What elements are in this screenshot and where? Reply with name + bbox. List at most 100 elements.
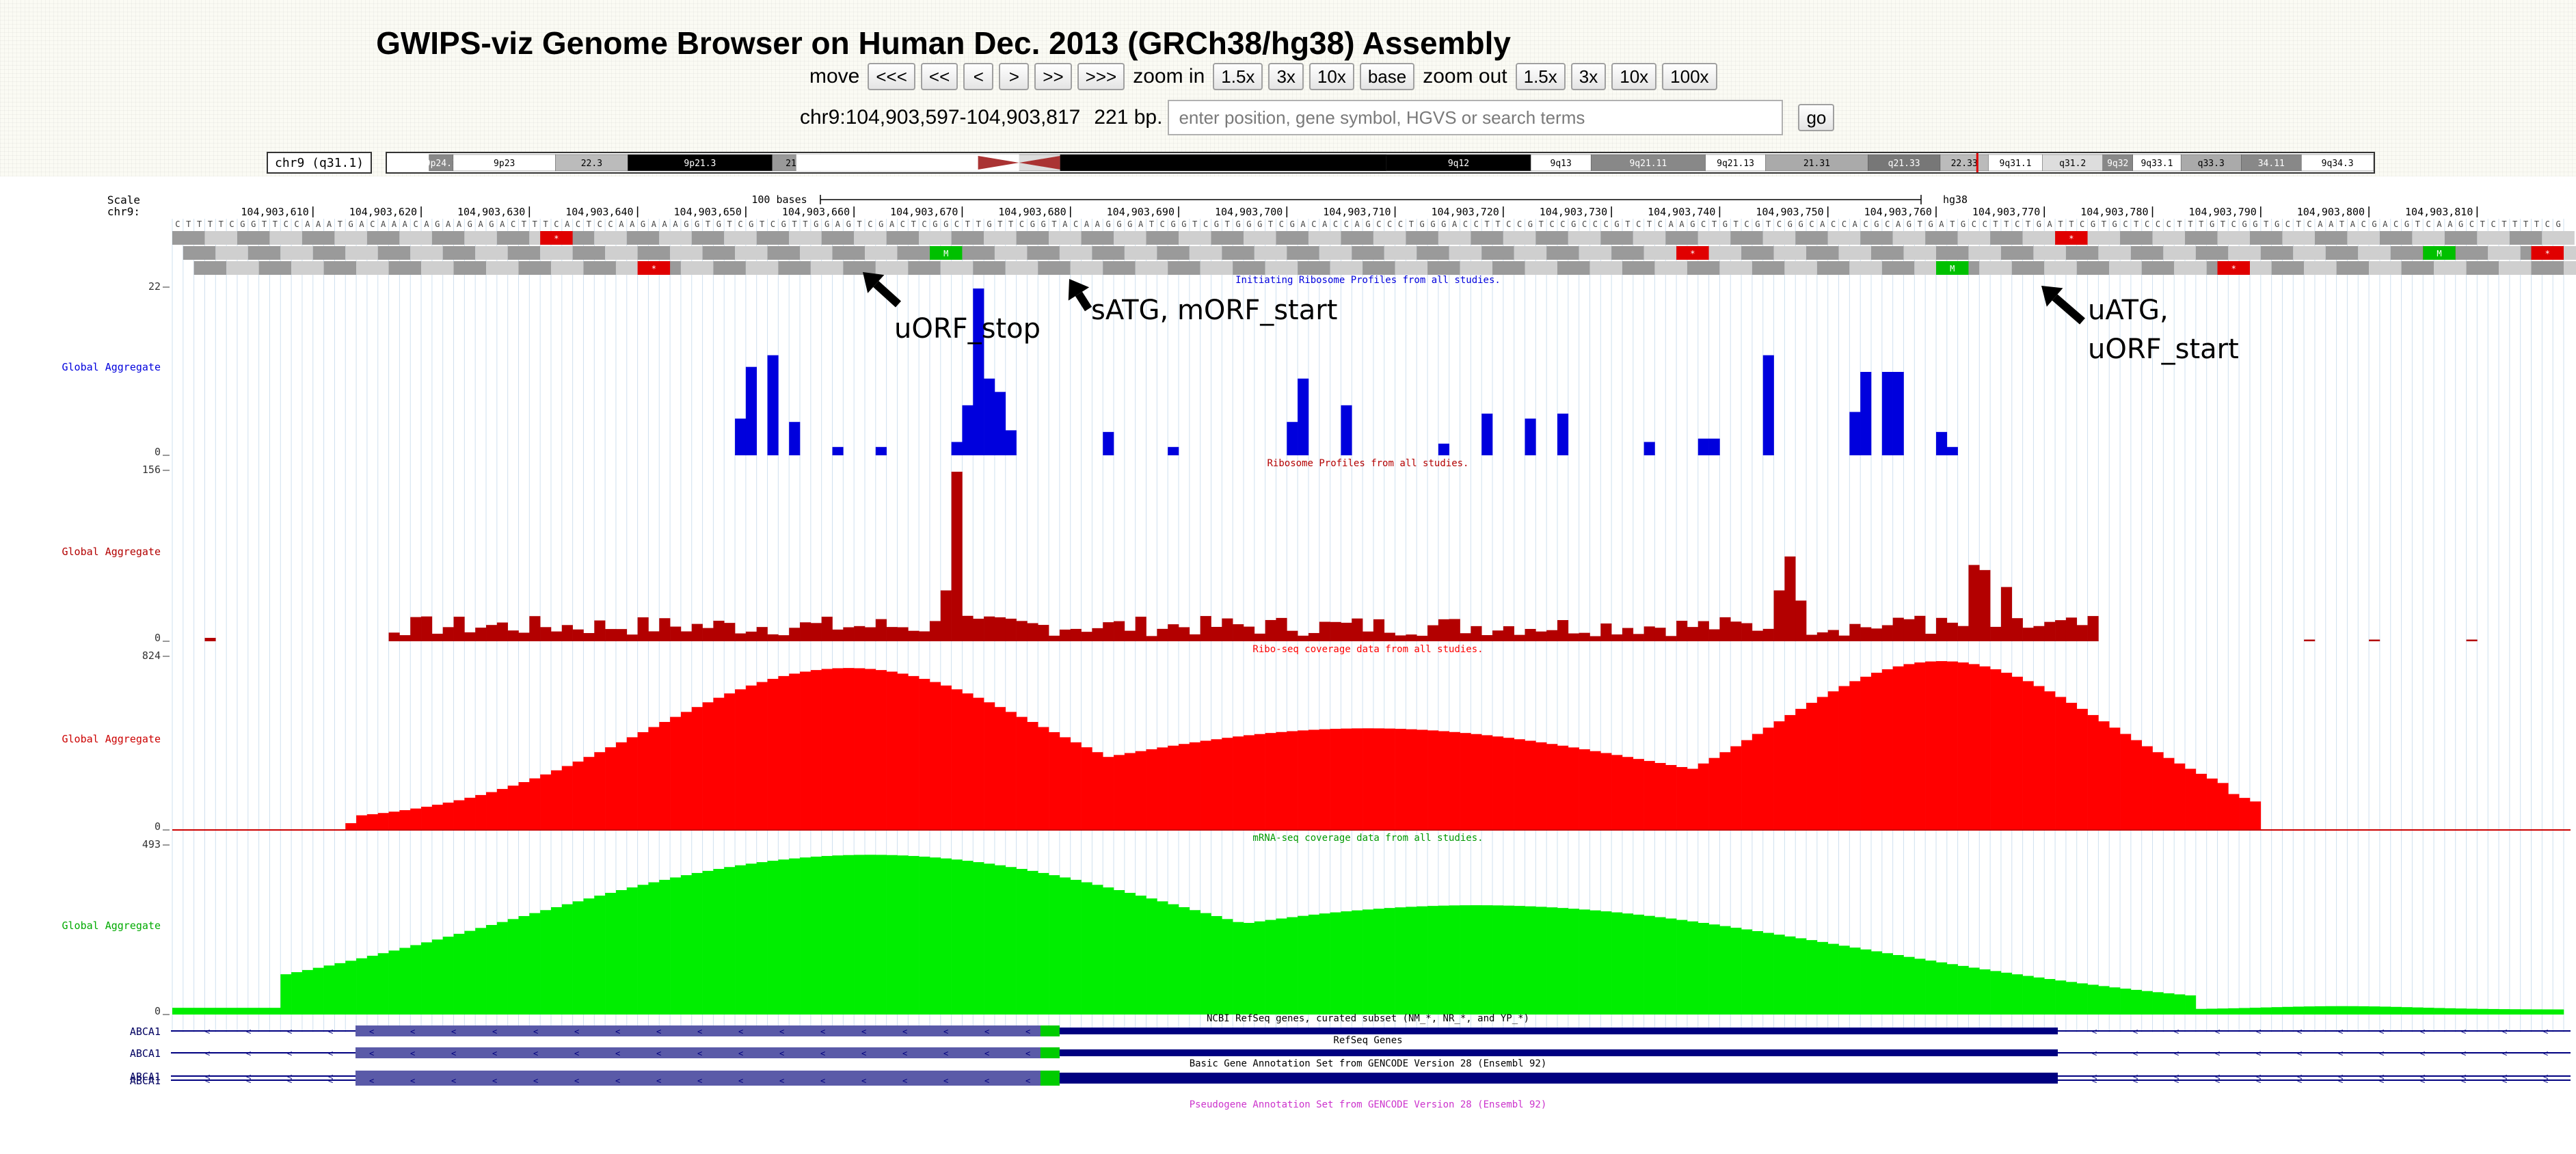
move-right-button[interactable]: > <box>999 63 1030 90</box>
sequence-base: A <box>1095 219 1101 229</box>
strand-arrow: < <box>1190 1027 1194 1036</box>
strand-arrow: < <box>1395 1027 1399 1036</box>
signal-bar <box>702 702 714 830</box>
codon-box <box>886 231 920 245</box>
strand-arrow: < <box>1559 1076 1564 1086</box>
move-right-more-button[interactable]: >> <box>1034 63 1072 90</box>
codon-box <box>1687 261 1720 275</box>
strand-arrow: < <box>820 1027 825 1036</box>
signal-bar <box>399 635 411 641</box>
sequence-base: G <box>1690 219 1695 229</box>
signal-bar <box>1881 372 1893 455</box>
signal-bar <box>345 961 357 1015</box>
codon-box <box>2098 246 2131 260</box>
signal-bar <box>2174 994 2186 1015</box>
signal-bar <box>1773 721 1785 830</box>
signal-bar <box>1784 714 1796 830</box>
signal-bar <box>962 615 974 641</box>
signal-bar <box>366 814 379 830</box>
strand-arrow: < <box>533 1027 538 1036</box>
ideogram-band <box>1530 154 1592 172</box>
signal-bar <box>1968 664 1980 830</box>
strand-arrow: < <box>2051 1049 2056 1058</box>
sequence-base: G <box>2091 219 2095 229</box>
move-far-left-button[interactable]: <<< <box>868 63 915 90</box>
sequence-base: T <box>1495 219 1500 229</box>
codon-box <box>1935 246 1969 260</box>
signal-bar <box>897 673 909 830</box>
signal-bar <box>1903 956 1915 1015</box>
signal-bar <box>1341 911 1352 1015</box>
signal-bar <box>1298 378 1309 455</box>
move-left-button[interactable]: < <box>963 63 994 90</box>
signal-bar <box>1438 619 1450 641</box>
codon-box <box>1535 231 1568 245</box>
zoom-out-3x-button[interactable]: 3x <box>1570 63 1607 90</box>
signal-bar <box>464 797 476 830</box>
signal-bar <box>1406 729 1417 830</box>
signal-bar <box>1914 662 1926 830</box>
strand-arrow: < <box>2379 1076 2384 1086</box>
signal-bar <box>1946 964 1958 1015</box>
signal-bar <box>659 618 671 641</box>
codon-box <box>334 231 367 245</box>
zoom-out-1.5x-button[interactable]: 1.5x <box>1515 63 1566 90</box>
strand-arrow: < <box>2092 1076 2097 1086</box>
signal-bar <box>1654 628 1666 641</box>
search-input[interactable] <box>1168 100 1784 135</box>
start-codon-exon <box>1040 1025 1060 1036</box>
signal-bar <box>518 782 530 830</box>
codon-box <box>2011 261 2045 275</box>
signal-bar <box>929 621 941 641</box>
zoom-in-1.5x-button[interactable]: 1.5x <box>1213 63 1263 90</box>
sequence-base: C <box>608 219 613 229</box>
sequence-base: G <box>1799 219 1803 229</box>
move-far-right-button[interactable]: >>> <box>1077 63 1125 90</box>
signal-bar <box>356 815 368 830</box>
sequence-base: A <box>403 219 408 229</box>
signal-bar <box>962 405 974 455</box>
signal-bar <box>735 418 747 455</box>
zoom-out-10x-button[interactable]: 10x <box>1611 63 1657 90</box>
codon-box <box>1157 246 1190 260</box>
signal-bar <box>951 859 963 1015</box>
sequence-base: T <box>2199 219 2203 229</box>
strand-arrow: < <box>1395 1049 1399 1058</box>
zoom-base-button[interactable]: base <box>1359 63 1415 90</box>
strand-arrow: < <box>738 1049 743 1058</box>
strand-arrow: < <box>697 1027 702 1036</box>
codon-box <box>431 231 465 245</box>
signal-bar <box>1752 930 1764 1015</box>
strand-arrow: < <box>2338 1049 2343 1058</box>
go-button[interactable]: go <box>1798 104 1835 131</box>
strand-arrow: < <box>1272 1049 1276 1058</box>
signal-bar <box>1525 906 1536 1015</box>
strand-arrow: < <box>1846 1027 1851 1036</box>
utr-exon <box>1059 1028 2058 1034</box>
codon-box <box>1384 246 1417 260</box>
zoom-in-10x-button[interactable]: 10x <box>1309 63 1354 90</box>
track-display[interactable]: Scale chr9: 100 bases hg38 104,903,610 104,90… <box>0 191 2576 1154</box>
signal-bar <box>800 857 811 1015</box>
strand-arrow: < <box>1682 1049 1687 1058</box>
chromosome-ideogram[interactable]: 9p24.19p2322.39p21.321.19p21.1p13.39q129… <box>386 152 2376 174</box>
signal-bar <box>810 857 822 1015</box>
sequence-base: A <box>457 219 462 229</box>
signal-bar <box>540 910 552 1015</box>
stop-codon <box>2217 261 2250 275</box>
ideogram-band-label: 9p24.1 <box>425 159 457 169</box>
move-left-more-button[interactable]: << <box>920 63 958 90</box>
signal-bar <box>1481 735 1493 830</box>
signal-bar <box>1027 623 1038 641</box>
chrom-label: chr9: <box>107 205 140 218</box>
strand-arrow: < <box>1354 1049 1358 1058</box>
sequence-base: C <box>511 219 515 229</box>
strand-arrow: < <box>1559 1027 1564 1036</box>
signal-bar <box>1330 621 1341 641</box>
zoom-in-3x-button[interactable]: 3x <box>1268 63 1304 90</box>
signal-bar <box>1287 917 1298 1015</box>
signal-bar <box>388 632 400 641</box>
zoom-out-100x-button[interactable]: 100x <box>1662 63 1717 90</box>
sequence-base: G <box>2253 219 2257 229</box>
